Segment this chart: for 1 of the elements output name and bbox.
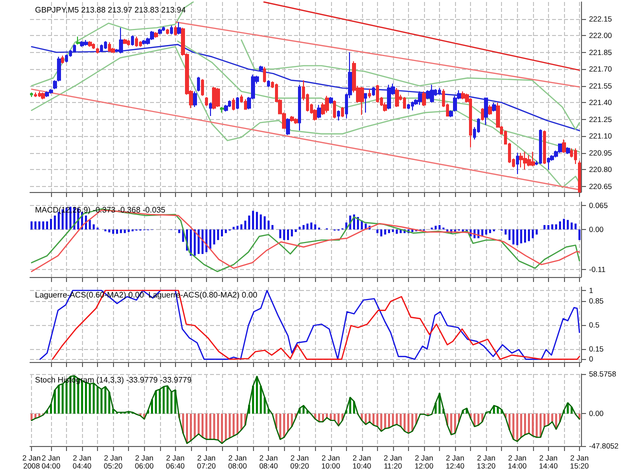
- chart-title: GBPJPY,M5 213.88 213.97 213.83 213.94: [35, 6, 186, 14]
